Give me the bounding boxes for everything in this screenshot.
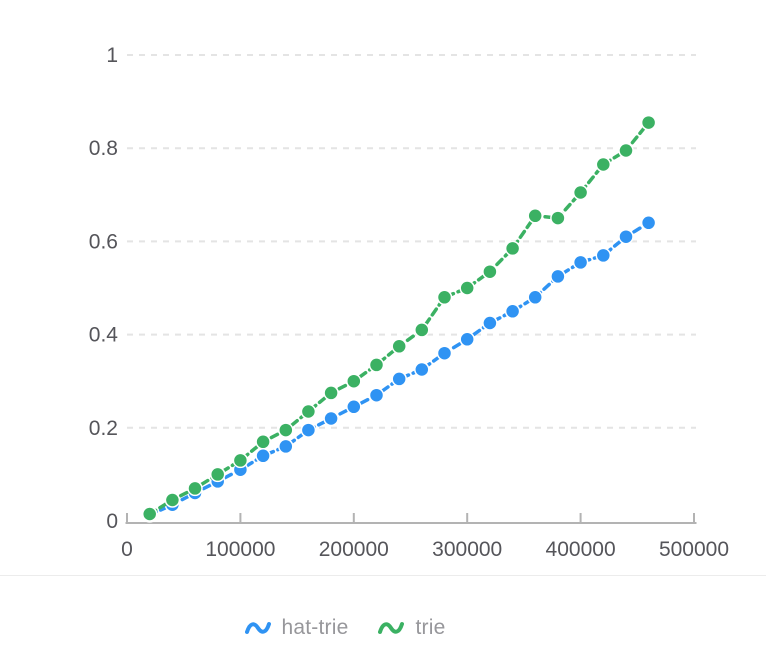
data-point-trie: [323, 385, 339, 401]
wave-icon: [378, 622, 405, 634]
data-point-trie: [278, 422, 294, 438]
data-point-hat-trie: [482, 315, 498, 331]
y-tick-label: 0.8: [89, 137, 118, 160]
data-point-hat-trie: [436, 345, 453, 361]
legend-label: hat-trie: [281, 616, 349, 639]
data-point-trie: [141, 506, 158, 522]
data-point-trie: [618, 142, 634, 159]
data-point-hat-trie: [346, 399, 362, 415]
data-point-trie: [209, 466, 226, 483]
data-point-trie: [300, 403, 317, 420]
data-point-trie: [232, 452, 249, 469]
series-line-trie: [147, 120, 651, 516]
data-point-hat-trie: [572, 254, 589, 271]
x-tick-label: 0: [121, 538, 133, 561]
y-tick-label: 1: [106, 44, 118, 67]
data-point-hat-trie: [300, 422, 317, 438]
wave-icon: [244, 622, 271, 634]
x-tick-label: 100000: [205, 538, 275, 561]
data-point-hat-trie: [459, 331, 475, 348]
data-point-trie: [164, 492, 181, 508]
y-tick-label: 0.4: [89, 324, 119, 347]
data-point-trie: [187, 480, 203, 497]
line-chart: 0 0.2 0.4 0.6 0.8 1 0 100000 200000 300000 400000 5…: [89, 44, 729, 561]
x-tick-label: 200000: [319, 538, 389, 561]
data-point-trie: [595, 156, 612, 173]
data-point-trie: [391, 338, 407, 355]
legend-item-hat-trie[interactable]: hat-trie: [244, 616, 349, 640]
series-line-hat-trie: [147, 221, 651, 517]
data-point-trie: [504, 240, 521, 257]
legend-item-trie[interactable]: trie: [378, 616, 445, 640]
data-point-hat-trie: [504, 303, 521, 320]
data-point-hat-trie: [640, 215, 657, 231]
data-point-hat-trie: [595, 247, 612, 264]
data-point-trie: [414, 322, 430, 338]
data-point-hat-trie: [618, 228, 634, 245]
x-tick-label: 500000: [659, 538, 729, 561]
data-point-hat-trie: [323, 410, 339, 427]
data-point-hat-trie: [368, 387, 385, 403]
y-tick-label: 0: [106, 510, 118, 533]
data-point-hat-trie: [550, 268, 566, 285]
data-point-trie: [527, 208, 543, 224]
data-point-trie: [368, 357, 385, 373]
y-tick-label: 0.2: [89, 417, 118, 440]
data-point-hat-trie: [278, 438, 294, 455]
data-point-trie: [640, 114, 657, 131]
data-point-trie: [482, 263, 498, 280]
data-point-trie: [255, 434, 271, 450]
data-point-hat-trie: [527, 289, 543, 306]
data-point-trie: [550, 210, 566, 226]
data-point-trie: [572, 184, 589, 201]
y-tick-label: 0.6: [89, 230, 118, 253]
chart-legend: hat-trie trie: [0, 608, 690, 648]
data-point-trie: [346, 373, 362, 389]
data-point-hat-trie: [414, 361, 430, 378]
divider-line: [0, 575, 766, 576]
data-point-trie: [459, 280, 475, 296]
chart-canvas: 0 0.2 0.4 0.6 0.8 1 0 100000 200000 300000 400000 5…: [89, 44, 729, 561]
legend-label: trie: [415, 616, 446, 639]
x-tick-label: 400000: [546, 538, 616, 561]
x-tick-label: 300000: [432, 538, 502, 561]
data-point-hat-trie: [255, 448, 271, 464]
data-point-hat-trie: [391, 371, 407, 387]
data-point-trie: [436, 289, 453, 306]
